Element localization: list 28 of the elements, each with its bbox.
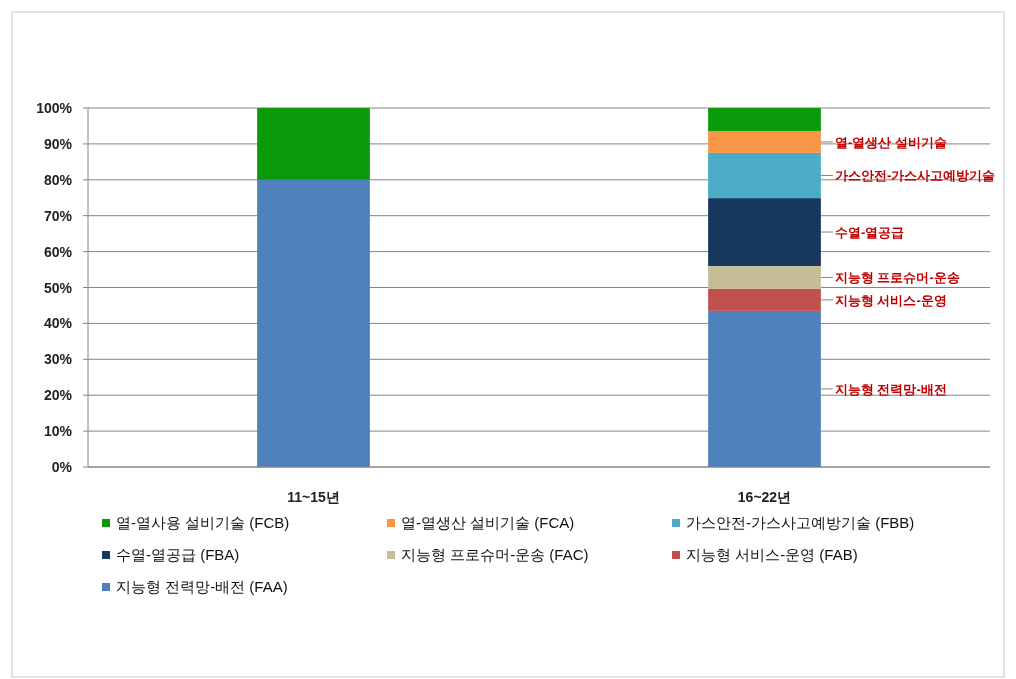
y-tick-label: 70% [43, 207, 73, 224]
x-tick-label: 11~15년 [287, 489, 340, 505]
y-tick-label: 100% [36, 100, 73, 116]
annotation: 가스안전-가스사고예방기술 [834, 168, 996, 184]
y-tick-label: 0% [51, 459, 73, 475]
y-tick-label: 50% [43, 279, 73, 296]
annotation: 수열-열공급 [834, 225, 905, 241]
annotation: 열-열생산 설비기술 [834, 134, 947, 150]
legend-label: 수열-열공급 (FBA) [116, 546, 240, 563]
bar [257, 179, 370, 467]
bar [257, 108, 370, 180]
legend-label: 지능형 전력망-배전 (FAA) [116, 578, 288, 595]
legend-label: 지능형 프로슈머-운송 (FAC) [401, 546, 589, 563]
legend-label: 열-열생산 설비기술 (FCA) [401, 514, 575, 531]
y-tick-label: 20% [43, 387, 73, 404]
y-tick-label: 90% [43, 135, 73, 152]
y-tick-label: 30% [43, 351, 73, 368]
y-tick-label: 10% [43, 423, 73, 440]
y-tick-label: 40% [43, 315, 73, 332]
annotation: 지능형 프로슈머-운송 [834, 270, 960, 286]
x-tick-label: 16~22년 [737, 489, 792, 505]
y-tick-label: 80% [43, 171, 73, 188]
legend-label: 열-열사용 설비기술 (FCB) [116, 514, 290, 531]
y-tick-label: 60% [43, 243, 73, 260]
annotation: 지능형 서비스-운영 [834, 292, 947, 308]
legend-label: 지능형 서비스-운영 (FAB) [686, 546, 858, 563]
legend-label: 가스안전-가스사고예방기술 (FBB) [686, 514, 915, 531]
annotation: 지능형 전력망-배전 [834, 381, 947, 397]
